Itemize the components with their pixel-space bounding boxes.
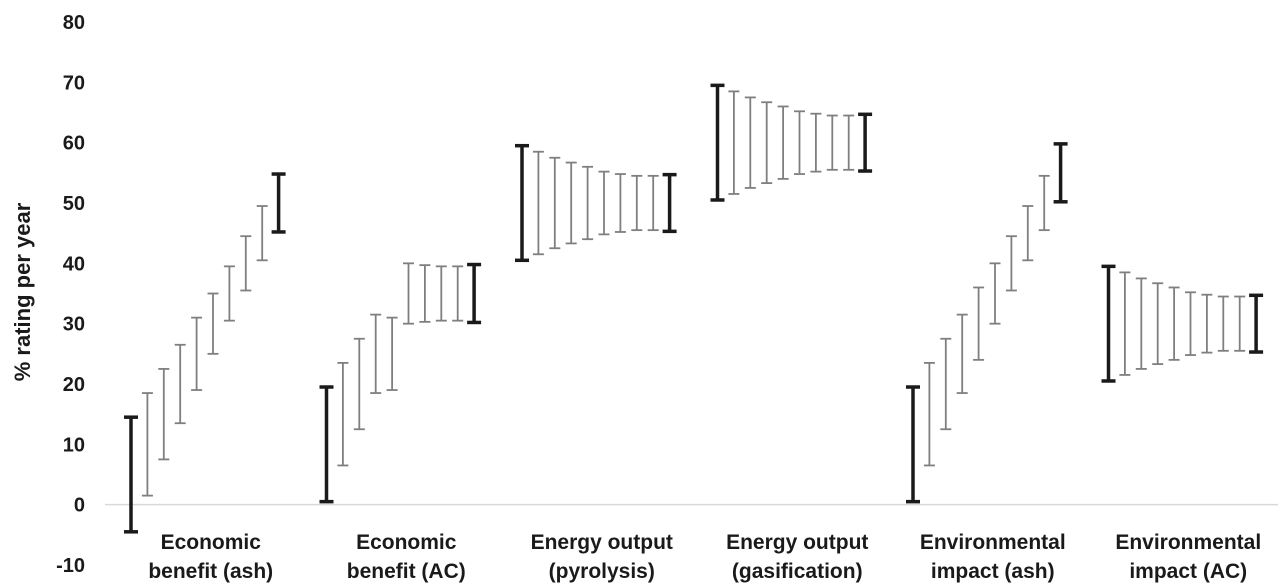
intermediate-error-bar bbox=[940, 337, 952, 431]
intermediate-error-bar bbox=[207, 292, 219, 355]
category-label: Energy output (gasification) bbox=[726, 531, 868, 583]
intermediate-error-bar bbox=[191, 316, 203, 391]
intermediate-error-bar bbox=[956, 313, 968, 394]
endpoint-error-bar bbox=[467, 262, 482, 325]
intermediate-error-bar bbox=[1168, 286, 1180, 361]
intermediate-error-bar bbox=[794, 110, 805, 175]
intermediate-error-bar bbox=[223, 265, 235, 322]
endpoint-error-bar bbox=[906, 385, 920, 504]
category-label: Energy output (pyrolysis) bbox=[531, 531, 673, 583]
intermediate-error-bar bbox=[923, 361, 935, 467]
intermediate-error-bar bbox=[631, 174, 643, 232]
category-label-line: Energy output bbox=[531, 531, 673, 554]
intermediate-error-bar bbox=[1201, 293, 1213, 354]
intermediate-error-bar bbox=[256, 205, 268, 262]
y-tick-label: 70 bbox=[63, 72, 85, 94]
intermediate-error-bar bbox=[1185, 291, 1196, 356]
intermediate-error-bar bbox=[386, 316, 398, 391]
intermediate-error-bar bbox=[158, 368, 170, 461]
endpoint-error-bar bbox=[515, 143, 529, 263]
intermediate-error-bar bbox=[565, 161, 577, 245]
intermediate-error-bar bbox=[1152, 282, 1164, 365]
intermediate-error-bar bbox=[1135, 277, 1147, 370]
category-label-line: Economic bbox=[161, 531, 262, 554]
category-label: Economic benefit (ash) bbox=[148, 531, 273, 583]
y-tick-label: 80 bbox=[63, 12, 85, 34]
intermediate-error-bar bbox=[1217, 295, 1229, 352]
intermediate-error-bar bbox=[353, 337, 365, 431]
endpoint-error-bar bbox=[1249, 293, 1264, 354]
endpoint-error-bar bbox=[319, 385, 334, 504]
category-label-line: impact (ash) bbox=[931, 560, 1055, 583]
y-tick-label: 0 bbox=[74, 495, 85, 517]
intermediate-error-bar bbox=[647, 174, 659, 232]
category-label-line: benefit (ash) bbox=[148, 560, 273, 583]
y-tick-label: 50 bbox=[63, 193, 85, 215]
intermediate-error-bar bbox=[826, 114, 838, 171]
intermediate-error-bar bbox=[598, 170, 610, 236]
intermediate-error-bar bbox=[728, 90, 740, 195]
intermediate-error-bar bbox=[141, 392, 153, 497]
category-label: Environmental impact (ash) bbox=[920, 531, 1066, 583]
intermediate-error-bar bbox=[452, 265, 464, 322]
y-tick-label: 20 bbox=[63, 374, 85, 396]
category-label-line: (gasification) bbox=[732, 560, 863, 583]
intermediate-error-bar bbox=[337, 361, 349, 467]
error-bars bbox=[124, 83, 1264, 534]
y-tick-label: 40 bbox=[63, 253, 85, 275]
endpoint-error-bar bbox=[858, 112, 873, 173]
category-label-line: benefit (AC) bbox=[347, 560, 466, 583]
category-label-line: impact (AC) bbox=[1129, 560, 1247, 583]
intermediate-error-bar bbox=[761, 101, 773, 184]
endpoint-error-bar bbox=[1101, 264, 1116, 383]
y-tick-label: 30 bbox=[63, 314, 85, 336]
intermediate-error-bar bbox=[549, 156, 561, 250]
intermediate-error-bar bbox=[1038, 174, 1050, 232]
intermediate-error-bar bbox=[1119, 271, 1131, 376]
endpoint-error-bar bbox=[1053, 142, 1068, 204]
intermediate-error-bar bbox=[1022, 205, 1034, 262]
intermediate-error-bar bbox=[973, 286, 985, 361]
y-axis-label: % rating per year bbox=[10, 202, 35, 381]
category-label-line: (pyrolysis) bbox=[549, 560, 655, 583]
category-label: Environmental impact (AC) bbox=[1115, 531, 1261, 583]
intermediate-error-bar bbox=[843, 114, 855, 171]
intermediate-error-bar bbox=[614, 173, 626, 233]
category-label: Economic benefit (AC) bbox=[347, 531, 466, 583]
endpoint-error-bar bbox=[271, 172, 286, 234]
intermediate-error-bar bbox=[1005, 235, 1017, 292]
intermediate-error-bar bbox=[989, 262, 1001, 325]
category-label-line: Economic bbox=[356, 531, 457, 554]
category-label-line: Environmental bbox=[1115, 531, 1261, 554]
intermediate-error-bar bbox=[419, 264, 431, 323]
intermediate-error-bar bbox=[777, 105, 789, 180]
category-label-line: Energy output bbox=[726, 531, 868, 554]
intermediate-error-bar bbox=[582, 165, 594, 241]
intermediate-error-bar bbox=[532, 150, 544, 256]
intermediate-error-bar bbox=[810, 112, 822, 173]
category-label-line: Environmental bbox=[920, 531, 1066, 554]
endpoint-error-bar bbox=[662, 172, 677, 234]
y-tick-label: 60 bbox=[63, 133, 85, 155]
endpoint-error-bar bbox=[124, 415, 138, 534]
category-labels: Economic benefit (ash) Economic benefit (AC… bbox=[148, 531, 1261, 583]
intermediate-error-bar bbox=[1234, 295, 1246, 352]
intermediate-error-bar bbox=[370, 313, 382, 394]
endpoint-error-bar bbox=[710, 83, 725, 202]
y-tick-label: 10 bbox=[63, 434, 85, 456]
intermediate-error-bar bbox=[240, 235, 252, 292]
intermediate-error-bar bbox=[435, 265, 447, 322]
y-tick-label: -10 bbox=[56, 555, 85, 577]
intermediate-error-bar bbox=[174, 343, 186, 425]
y-axis-tick-labels: -10 0 10 20 30 40 50 60 70 80 bbox=[56, 12, 85, 577]
intermediate-error-bar bbox=[403, 262, 414, 325]
intermediate-error-bar bbox=[744, 96, 756, 189]
